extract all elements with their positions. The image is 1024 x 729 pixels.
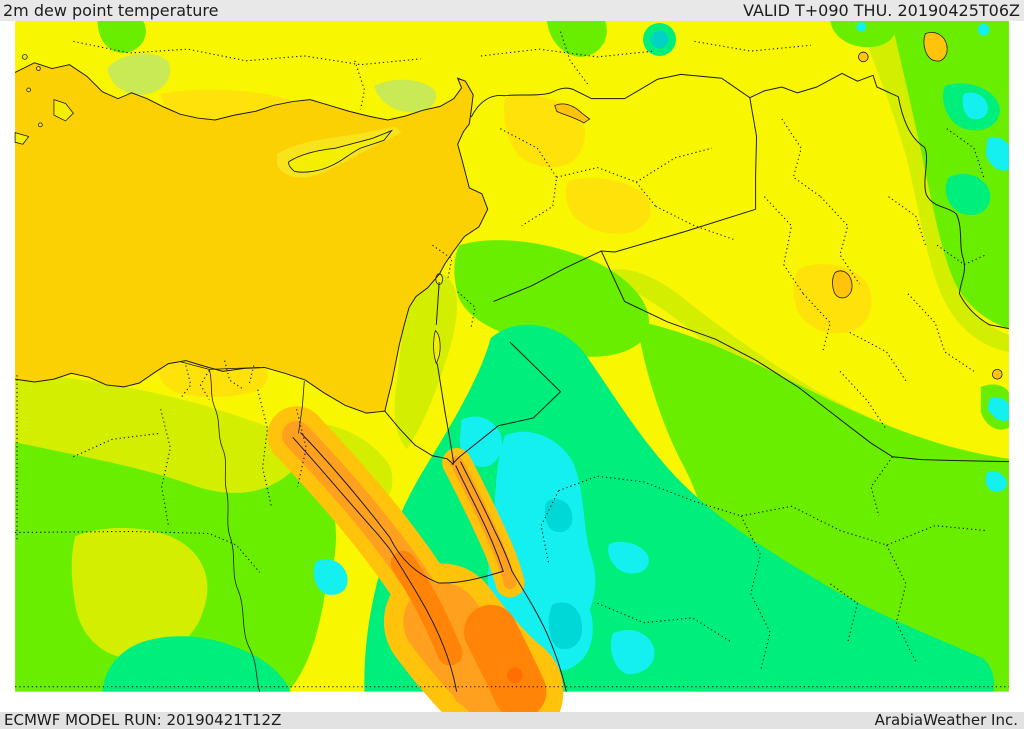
- field-green-top-1: [97, 21, 146, 54]
- suez-canal: [298, 381, 305, 434]
- mediterranean-sea: [15, 62, 488, 414]
- field-cyan-iran-2: [985, 137, 1009, 171]
- field-deepcyan-2: [548, 602, 583, 650]
- aqaba-gulf-water: [450, 456, 517, 590]
- field-cyan-mid: [608, 541, 649, 574]
- field-spring-iran-2: [945, 173, 991, 215]
- field-yg-egypt-inner: [71, 528, 208, 659]
- field-lightgreen-turkey: [107, 53, 171, 95]
- field-deepcyan-1: [544, 499, 573, 533]
- nile-delta-branch-west: [179, 361, 210, 370]
- lake-urmia: [923, 32, 948, 62]
- field-cyan-arm: [459, 416, 502, 467]
- field-yg-iran-edge: [857, 21, 1009, 352]
- border-jordan-saudi: [451, 341, 562, 465]
- dead-sea: [433, 329, 441, 365]
- field-cyan-right-1: [987, 397, 1009, 421]
- dewpoint-map-svg: [14, 21, 1009, 712]
- lake-van: [858, 51, 869, 63]
- field-cyan-top-1: [856, 21, 867, 32]
- footer-bar: ECMWF MODEL RUN: 20190421T12Z ArabiaWeat…: [0, 711, 1024, 729]
- rhodes-island: [53, 99, 74, 122]
- field-cyan-top-2: [977, 23, 990, 36]
- island-small-1: [14, 132, 30, 145]
- field-green-top-2: [546, 21, 607, 57]
- field-cyan-iran-1: [962, 92, 988, 120]
- field-cyan-3: [610, 629, 655, 675]
- island-small-4: [26, 87, 32, 93]
- lake-assad: [554, 103, 591, 124]
- field-spring-egypt-bottom: [102, 636, 291, 692]
- field-amber-iraq: [793, 264, 872, 334]
- aegean-islands: [14, 54, 74, 145]
- saudi-redsea-coast: [460, 461, 567, 692]
- egypt-redsea-coast: [389, 548, 458, 692]
- border-turkey-syria-iraq-iran: [470, 72, 1009, 330]
- admin-boundaries-dotted: [15, 31, 1009, 688]
- island-small-2: [21, 54, 28, 60]
- nile-river: [208, 369, 261, 692]
- border-syria-iraq-saudi: [600, 97, 1009, 463]
- model-run-label: ECMWF MODEL RUN: 20190421T12Z: [4, 711, 282, 729]
- field-green-syria-south: [454, 240, 650, 357]
- border-egypt-israel: [384, 410, 455, 465]
- sinai-coast: [300, 432, 504, 584]
- island-small-5: [38, 122, 43, 128]
- suez-gulf-west-shore: [292, 437, 391, 550]
- valid-time-label: VALID T+090 THU. 20190425T06Z: [743, 1, 1020, 20]
- field-cyan-right-2: [985, 471, 1008, 492]
- field-cyan-egypt: [313, 559, 348, 595]
- redsea-hot-spot: [507, 667, 523, 683]
- border-jordan-syria: [493, 250, 602, 302]
- coastline: [14, 62, 489, 414]
- map-canvas: [0, 21, 1024, 712]
- header-bar: 2m dew point temperature VALID T+090 THU…: [0, 0, 1024, 21]
- field-teal-turkey-spot: [650, 30, 669, 49]
- field-yg-israel-band: [394, 270, 457, 449]
- lake-right-edge: [992, 369, 1003, 380]
- border-israel-jordan: [435, 282, 455, 464]
- field-amber-syria-mid: [565, 178, 651, 234]
- lake-tharthar: [832, 270, 853, 299]
- redsea-deep-core-1: [390, 550, 463, 666]
- field-lightgreen-turkey-2: [374, 79, 437, 113]
- field-green-top-3: [830, 21, 897, 48]
- redsea-deep-core-2: [463, 604, 547, 712]
- map-title: 2m dew point temperature: [3, 1, 219, 20]
- cyprus-island: [288, 129, 394, 173]
- branding-label: ArabiaWeather Inc.: [874, 711, 1018, 729]
- island-small-3: [36, 66, 41, 71]
